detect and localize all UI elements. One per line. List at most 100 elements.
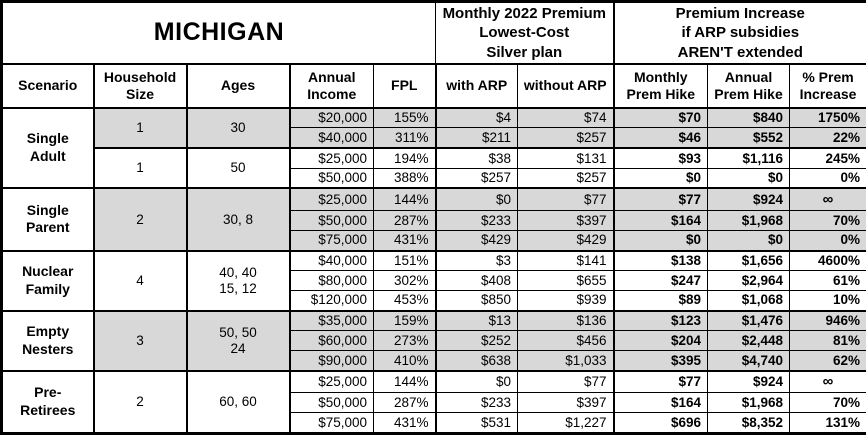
scenario-cell: Single Parent (1, 187, 94, 252)
col-header-pct-increase: % Prem Increase (789, 62, 866, 108)
cell-with-arp: $850 (434, 289, 518, 312)
cell-pct-increase: 131% (789, 412, 866, 434)
cell-monthly-hike: $77 (612, 187, 709, 212)
col-header-household-size: Household Size (92, 62, 187, 108)
household-size-cell: 2 (92, 369, 187, 434)
cell-annual-hike: $2,964 (707, 270, 791, 291)
cell-monthly-hike: $138 (612, 249, 709, 272)
cell-annual-hike: $1,116 (707, 146, 791, 169)
table-row: $90,000 410% $638 $1,033 $395 $4,740 62% (2, 349, 866, 372)
cell-monthly-hike: $696 (612, 412, 709, 434)
cell-without-arp: $257 (516, 167, 615, 189)
table-row: Pre- Retirees 2 60, 60 $25,000 144% $0 $… (1, 369, 866, 434)
cell-monthly-hike: $204 (612, 330, 709, 351)
cell-pct-increase: 4600% (789, 249, 866, 272)
cell-with-arp: $38 (434, 146, 518, 169)
cell-fpl: 431% (373, 412, 436, 434)
cell-without-arp: $1,227 (516, 412, 615, 434)
cell-annual-hike: $1,068 (707, 289, 791, 312)
cell-fpl: 302% (373, 270, 436, 291)
table-row: $75,000 431% $531 $1,227 $696 $8,352 131… (2, 412, 866, 434)
cell-with-arp: $0 (434, 369, 518, 394)
cell-monthly-hike: $0 (612, 229, 709, 252)
cell-without-arp: $136 (516, 309, 615, 332)
cell-fpl: 388% (373, 167, 436, 189)
scenario-cell: Single Adult (1, 106, 94, 189)
col-header-annual-income: Annual Income (288, 62, 374, 108)
cell-with-arp: $408 (434, 270, 518, 291)
ages-cell: 40, 40 15, 12 (185, 249, 290, 312)
household-size-cell: 1 (92, 146, 187, 189)
cell-annual-hike: $1,656 (707, 249, 791, 272)
region-title: MICHIGAN (1, 1, 436, 64)
cell-with-arp: $638 (434, 349, 518, 372)
cell-monthly-hike: $123 (612, 309, 709, 332)
cell-annual-hike: $0 (707, 229, 791, 252)
household-size-cell: 1 (92, 106, 187, 149)
table-row: $75,000 431% $429 $429 $0 $0 0% (2, 229, 866, 252)
cell-with-arp: $3 (434, 249, 518, 272)
col-header-annual-hike: Annual Prem Hike (707, 62, 791, 108)
cell-fpl: 194% (373, 146, 436, 169)
cell-pct-increase: 1750% (789, 106, 866, 129)
cell-monthly-hike: $70 (612, 106, 709, 129)
ages-cell: 30, 8 (185, 187, 290, 252)
cell-annual-hike: $2,448 (707, 330, 791, 351)
cell-monthly-hike: $395 (612, 349, 709, 372)
cell-without-arp: $397 (516, 392, 615, 414)
cell-with-arp: $233 (434, 392, 518, 414)
table-row: Single Adult 1 30 $20,000 155% $4 $74 $7… (1, 106, 866, 189)
cell-without-arp: $429 (516, 229, 615, 252)
table-row: $40,000 311% $211 $257 $46 $552 22% (2, 127, 866, 149)
cell-income: $50,000 (288, 167, 374, 189)
cell-fpl: 410% (373, 349, 436, 372)
cell-income: $120,000 (288, 289, 374, 312)
household-size-cell: 4 (92, 249, 187, 312)
ages-cell: 60, 60 (185, 369, 290, 434)
col-header-ages: Ages (185, 62, 290, 108)
cell-income: $20,000 (288, 106, 374, 129)
col-header-scenario: Scenario (1, 62, 94, 108)
col-header-without-arp: without ARP (516, 62, 615, 108)
scenario-cell: Pre- Retirees (1, 369, 94, 434)
cell-fpl: 431% (373, 229, 436, 252)
cell-fpl: 453% (373, 289, 436, 312)
cell-pct-increase: 70% (789, 392, 866, 414)
cell-income: $50,000 (288, 210, 374, 231)
cell-annual-hike: $552 (707, 127, 791, 149)
increase-group-header: Premium Increase if ARP subsidies AREN'T… (612, 1, 866, 64)
table-row: $80,000 302% $408 $655 $247 $2,964 61% (2, 270, 866, 291)
cell-pct-increase: 22% (789, 127, 866, 149)
cell-annual-hike: $4,740 (707, 349, 791, 372)
table-row: Nuclear Family 4 40, 40 15, 12 $40,000 1… (1, 249, 866, 312)
cell-annual-hike: $8,352 (707, 412, 791, 434)
cell-fpl: 144% (373, 187, 436, 212)
cell-fpl: 311% (373, 127, 436, 149)
cell-annual-hike: $1,968 (707, 210, 791, 231)
household-size-cell: 2 (92, 187, 187, 252)
table-row: $50,000 287% $233 $397 $164 $1,968 70% (2, 392, 866, 414)
cell-income: $35,000 (288, 309, 374, 332)
cell-pct-increase: 70% (789, 210, 866, 231)
cell-annual-hike: $1,476 (707, 309, 791, 332)
cell-income: $25,000 (288, 187, 374, 212)
cell-pct-increase: 946% (789, 309, 866, 332)
cell-income: $50,000 (288, 392, 374, 414)
col-header-fpl: FPL (373, 62, 436, 108)
cell-pct-increase: 245% (789, 146, 866, 169)
cell-with-arp: $252 (434, 330, 518, 351)
cell-without-arp: $257 (516, 127, 615, 149)
table-row: $50,000 388% $257 $257 $0 $0 0% (2, 167, 866, 189)
cell-pct-increase: ∞ (789, 369, 866, 394)
cell-pct-increase: 81% (789, 330, 866, 351)
cell-without-arp: $939 (516, 289, 615, 312)
table-row: Empty Nesters 3 50, 50 24 $35,000 159% $… (1, 309, 866, 372)
cell-pct-increase: 61% (789, 270, 866, 291)
cell-without-arp: $1,033 (516, 349, 615, 372)
table-row: $60,000 273% $252 $456 $204 $2,448 81% (2, 330, 866, 351)
col-header-with-arp: with ARP (434, 62, 518, 108)
ages-cell: 50 (185, 146, 290, 189)
cell-without-arp: $141 (516, 249, 615, 272)
cell-with-arp: $13 (434, 309, 518, 332)
table-row: 1 50 $25,000 194% $38 $131 $93 $1,116 24… (2, 146, 866, 189)
